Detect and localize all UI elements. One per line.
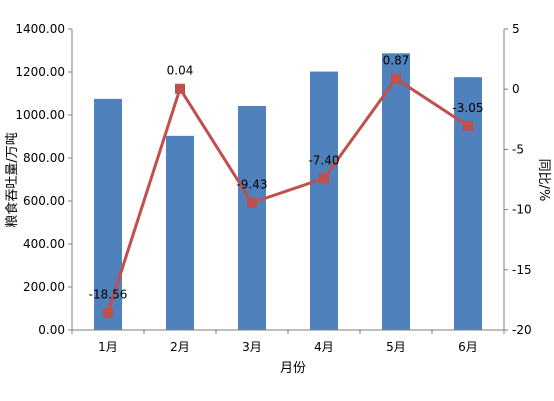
- bar-series: [94, 53, 482, 331]
- x-axis-categories: 1月 2月 3月 4月 5月 6月: [71, 330, 505, 354]
- left-tick-label: 400.00: [23, 237, 65, 251]
- line-series: [103, 73, 473, 318]
- x-tick-label: 2月: [170, 340, 190, 354]
- line-data-label: -7.40: [308, 153, 339, 167]
- x-axis-title: 月份: [280, 361, 306, 376]
- line-point: [463, 120, 473, 131]
- line-data-label: 0.87: [383, 54, 410, 68]
- x-tick-label: 3月: [242, 340, 262, 354]
- x-tick-label: 6月: [458, 340, 478, 354]
- line-data-label: -3.05: [452, 101, 483, 115]
- right-tick-label: -15: [512, 263, 532, 277]
- yoy-line: [106, 77, 469, 314]
- right-tick-label: 5: [512, 22, 520, 36]
- line-data-label: -18.56: [89, 288, 128, 302]
- line-data-label: -9.43: [236, 178, 267, 192]
- left-axis-ticks: 0.00 200.00 400.00 600.00 800.00 1000.00 1200.…: [15, 22, 72, 337]
- axes: [71, 29, 505, 331]
- line-point: [247, 197, 257, 208]
- y2-axis-title: 同比/%: [536, 159, 551, 202]
- line-data-labels: -18.56 0.04 -9.43 -7.40 0.87 -3.05: [89, 54, 484, 302]
- line-point: [319, 173, 329, 184]
- line-point: [103, 307, 113, 318]
- right-tick-label: 0: [512, 82, 520, 96]
- bar: [238, 105, 266, 330]
- left-tick-label: 800.00: [23, 151, 65, 165]
- bar: [454, 77, 482, 330]
- x-tick-label: 4月: [314, 340, 334, 354]
- bar: [94, 98, 122, 330]
- left-tick-label: 1200.00: [15, 65, 65, 79]
- bar: [382, 53, 410, 331]
- line-data-label: 0.04: [167, 64, 194, 78]
- right-tick-label: -5: [512, 142, 524, 156]
- x-tick-label: 5月: [386, 340, 406, 354]
- line-point: [391, 73, 401, 84]
- x-tick-label: 1月: [98, 340, 118, 354]
- left-tick-label: 200.00: [23, 280, 65, 294]
- left-tick-label: 1000.00: [15, 108, 65, 122]
- right-tick-label: -20: [512, 323, 532, 337]
- bar: [310, 71, 338, 330]
- left-tick-label: 0.00: [38, 323, 65, 337]
- left-tick-label: 1400.00: [15, 22, 65, 36]
- right-tick-label: -10: [512, 203, 532, 217]
- y-axis-title: 粮食吞吐量/万吨: [4, 132, 20, 227]
- right-axis-ticks: 5 0 -5 -10 -15 -20: [504, 22, 532, 337]
- left-tick-label: 600.00: [23, 194, 65, 208]
- line-point: [175, 83, 185, 94]
- bar: [166, 135, 194, 330]
